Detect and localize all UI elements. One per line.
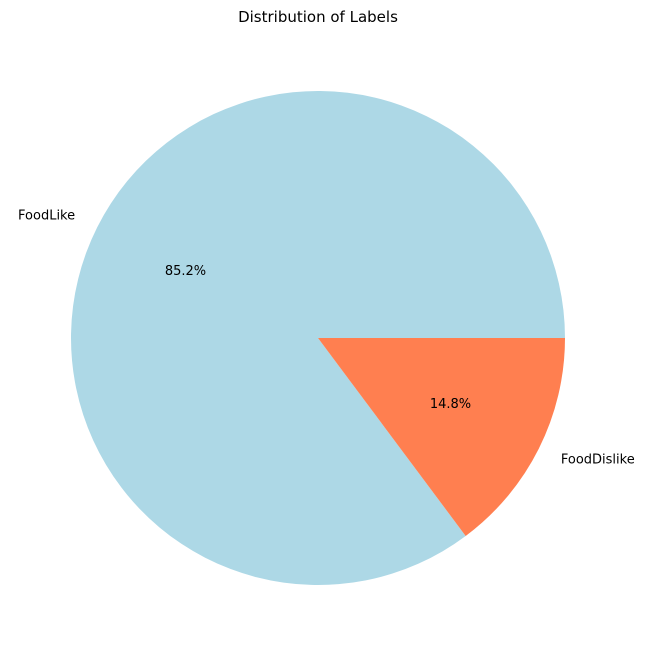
pie-slice-fooddislike	[318, 338, 565, 536]
slices-layer	[70, 91, 565, 586]
pct-label-fooddislike: 14.8%	[430, 397, 471, 412]
pie-slice-foodlike	[70, 91, 565, 586]
labels-layer: FoodLike 85.2% FoodDislike 14.8%	[18, 209, 635, 468]
chart-title: Distribution of Labels	[238, 8, 398, 26]
pct-label-foodlike: 85.2%	[165, 264, 206, 279]
slice-label-foodlike: FoodLike	[18, 209, 75, 224]
slice-label-fooddislike: FoodDislike	[561, 452, 635, 467]
